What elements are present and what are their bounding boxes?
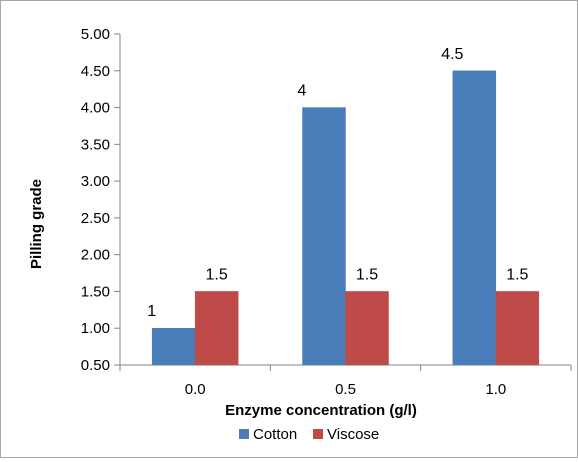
- data-label-cotton: 4.5: [441, 46, 463, 63]
- bar-viscose-1.0: [495, 291, 540, 366]
- legend-item-cotton: Cotton: [239, 426, 297, 443]
- legend: Cotton Viscose: [239, 426, 379, 443]
- y-tick-label: 2.50: [81, 210, 110, 227]
- bar-viscose-0.0: [194, 291, 239, 366]
- legend-label: Cotton: [253, 426, 297, 443]
- y-tick-label: 3.00: [81, 173, 110, 190]
- bar-cotton-1.0: [452, 70, 497, 366]
- x-tick-label: 0.0: [185, 381, 206, 398]
- data-label-viscose: 1.5: [206, 266, 228, 283]
- data-label-cotton: 4: [298, 83, 307, 100]
- legend-item-viscose: Viscose: [313, 426, 379, 443]
- data-label-viscose: 1.5: [356, 266, 378, 283]
- y-tick-label: 1.50: [81, 283, 110, 300]
- x-tick-label: 0.5: [335, 381, 356, 398]
- y-axis-title: Pilling grade: [28, 179, 45, 269]
- data-label-viscose: 1.5: [506, 266, 528, 283]
- y-tick-label: 1.00: [81, 320, 110, 337]
- bar-cotton-0.0: [151, 327, 196, 366]
- y-tick-label: 0.50: [81, 357, 110, 374]
- y-axis: 0.50 1.00 1.50 2.00 2.50 3.00 3.50 4.00 4.50 5.00: [81, 26, 121, 374]
- y-tick-label: 4.50: [81, 63, 110, 80]
- y-tick-label: 4.00: [81, 100, 110, 117]
- legend-label: Viscose: [327, 426, 379, 443]
- bars: [151, 70, 540, 366]
- y-tick-label: 5.00: [81, 26, 110, 43]
- legend-swatch: [239, 429, 249, 439]
- x-tick-label: 1.0: [485, 381, 506, 398]
- x-axis: 0.0 0.5 1.0: [119, 364, 572, 398]
- legend-swatch: [313, 429, 323, 439]
- bar-cotton-0.5: [302, 107, 346, 366]
- data-label-cotton: 1: [147, 303, 156, 320]
- y-tick-label: 3.50: [81, 136, 110, 153]
- bar-viscose-0.5: [345, 291, 389, 366]
- data-labels: 1 4 4.5 1.5 1.5 1.5: [147, 46, 528, 320]
- x-axis-title: Enzyme concentration (g/l): [225, 402, 417, 419]
- y-tick-label: 2.00: [81, 247, 110, 264]
